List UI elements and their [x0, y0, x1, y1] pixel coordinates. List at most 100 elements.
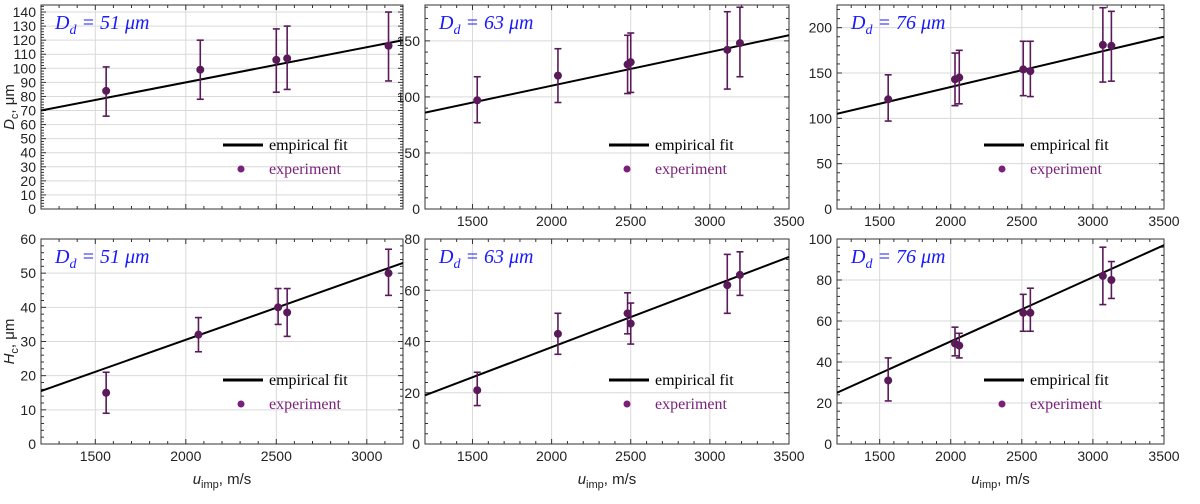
y-tick-label: 0 [28, 436, 36, 452]
legend-experiment-label: experiment [655, 161, 728, 178]
legend-fit-label: empirical fit [1030, 137, 1109, 154]
x-tick-label: 3000 [694, 448, 725, 464]
plot-area [425, 251, 789, 407]
y-tick-label: 60 [20, 231, 36, 247]
y-axis-label: Hc, μm [1, 319, 21, 365]
data-point [283, 54, 292, 63]
panel-title: Dd = 76 μm [850, 12, 945, 38]
data-point [384, 269, 393, 278]
x-tick-label: 1500 [457, 448, 488, 464]
y-tick-label: 50 [20, 131, 36, 147]
y-tick-label: 20 [20, 368, 36, 384]
data-point [884, 95, 893, 104]
y-tick-label: 0 [824, 436, 832, 452]
y-tick-label: 0 [412, 436, 420, 452]
y-tick-label: 60 [816, 313, 832, 329]
data-point [955, 73, 964, 82]
legend-fit-label: empirical fit [269, 372, 348, 389]
legend-fit-label: empirical fit [269, 137, 348, 154]
data-point [272, 55, 281, 64]
x-tick-label: 2000 [170, 448, 201, 464]
data-point [384, 41, 393, 50]
x-tick-label: 2500 [615, 448, 646, 464]
fit-line [41, 261, 403, 392]
x-tick-label: 2000 [536, 448, 567, 464]
y-tick-label: 50 [20, 265, 36, 281]
data-point [626, 319, 635, 328]
y-tick-label: 90 [20, 74, 36, 90]
y-tick-label: 60 [20, 117, 36, 133]
x-tick-label: 2500 [1006, 448, 1037, 464]
panel-1-0: 0 10 20 30 40 50 60 1500 2000 2500 3000 Hc, μm uimp,… [1, 231, 404, 491]
y-tick-label: 100 [809, 231, 833, 247]
x-tick-label: 3500 [773, 213, 804, 229]
y-tick-label: 40 [404, 334, 420, 350]
legend-experiment-label: experiment [1030, 396, 1103, 413]
y-tick-label: 100 [13, 60, 37, 76]
y-tick-label: 20 [404, 385, 420, 401]
y-tick-label: 50 [404, 145, 420, 161]
legend-experiment-swatch [998, 165, 1006, 173]
data-point [1019, 65, 1028, 74]
x-tick-label: 1500 [864, 448, 895, 464]
legend-experiment-swatch [237, 165, 245, 173]
fit-line [41, 39, 403, 112]
data-point [102, 388, 111, 397]
data-point [623, 309, 632, 318]
data-point [735, 39, 744, 48]
panel-title: Dd = 76 μm [850, 246, 945, 272]
y-tick-label: 40 [20, 145, 36, 161]
x-tick-label: 3500 [773, 448, 804, 464]
y-tick-label: 80 [816, 272, 832, 288]
panel-0-1: 0 50 100 150 1500 2000 2500 3000 3500 Dd = 63 μm e… [397, 4, 805, 229]
data-point [723, 281, 732, 290]
legend-fit-label: empirical fit [655, 372, 734, 389]
y-tick-label: 30 [20, 334, 36, 350]
data-point [473, 386, 482, 395]
y-tick-label: 0 [412, 201, 420, 217]
legend-experiment-label: experiment [269, 396, 342, 413]
data-point [723, 45, 732, 54]
y-tick-label: 60 [404, 282, 420, 298]
y-tick-label: 0 [28, 201, 36, 217]
x-tick-label: 2500 [261, 448, 292, 464]
y-tick-label: 10 [20, 402, 36, 418]
panel-1-2: 0 20 40 60 80 100 1500 2000 2500 3000 3500 uimp, m/… [809, 231, 1180, 491]
panel-title: Dd = 51 μm [54, 246, 149, 272]
data-point [1098, 40, 1107, 49]
x-tick-label: 1500 [457, 213, 488, 229]
x-axis-label: uimp, m/s [971, 471, 1030, 491]
data-point [473, 96, 482, 105]
plot-frame [424, 4, 790, 210]
x-tick-label: 2500 [1006, 213, 1037, 229]
data-point [1026, 308, 1035, 317]
x-tick-label: 1500 [80, 448, 111, 464]
panel-title: Dd = 63 μm [438, 12, 533, 38]
y-tick-label: 200 [809, 20, 833, 36]
y-tick-label: 110 [14, 46, 37, 62]
plot-frame [836, 4, 1165, 210]
panel-title: Dd = 63 μm [438, 246, 533, 272]
y-tick-label: 40 [816, 354, 832, 370]
plot-frame [836, 238, 1165, 445]
y-tick-label: 80 [404, 231, 420, 247]
legend-experiment-label: experiment [655, 396, 728, 413]
y-tick-label: 50 [816, 156, 832, 172]
legend-fit-label: empirical fit [655, 137, 734, 154]
legend-experiment-swatch [998, 400, 1006, 408]
data-point [1019, 308, 1028, 317]
y-tick-label: 140 [13, 4, 37, 20]
data-point [196, 65, 205, 74]
legend-experiment-swatch [237, 400, 245, 408]
panel-title: Dd = 51 μm [54, 12, 149, 38]
y-tick-label: 130 [13, 18, 37, 34]
panel-1-1: 0 20 40 60 80 1500 2000 2500 3000 3500 uimp, m/s Dd… [404, 231, 804, 491]
y-tick-label: 100 [397, 89, 421, 105]
legend-experiment-label: experiment [269, 161, 342, 178]
data-point [884, 376, 893, 385]
x-tick-label: 2000 [536, 213, 567, 229]
plot-area [425, 6, 789, 124]
x-tick-label: 3500 [1148, 448, 1179, 464]
